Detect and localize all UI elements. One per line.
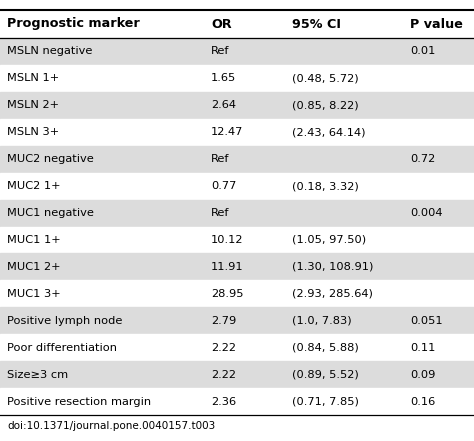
Text: 0.16: 0.16 — [410, 396, 435, 407]
Text: (1.0, 7.83): (1.0, 7.83) — [292, 316, 351, 326]
Text: 10.12: 10.12 — [211, 235, 244, 245]
Text: 12.47: 12.47 — [211, 127, 243, 137]
Text: Ref: Ref — [211, 154, 229, 164]
Bar — [0, 415, 474, 441]
Bar — [0, 254, 474, 280]
Bar — [0, 172, 474, 200]
Text: (1.30, 108.91): (1.30, 108.91) — [292, 262, 373, 272]
Text: (0.84, 5.88): (0.84, 5.88) — [292, 343, 358, 353]
Bar — [0, 92, 474, 119]
Text: 95% CI: 95% CI — [292, 18, 340, 30]
Text: MUC1 1+: MUC1 1+ — [7, 235, 61, 245]
Text: 2.36: 2.36 — [211, 396, 236, 407]
Text: 0.11: 0.11 — [410, 343, 436, 353]
Text: MUC1 negative: MUC1 negative — [7, 208, 94, 218]
Bar — [0, 65, 474, 92]
Text: 0.051: 0.051 — [410, 316, 443, 326]
Text: Ref: Ref — [211, 46, 229, 56]
Text: MSLN 2+: MSLN 2+ — [7, 100, 59, 110]
Text: 1.65: 1.65 — [211, 73, 236, 83]
Text: (1.05, 97.50): (1.05, 97.50) — [292, 235, 365, 245]
Text: (0.71, 7.85): (0.71, 7.85) — [292, 396, 358, 407]
Bar — [0, 38, 474, 65]
Text: 0.09: 0.09 — [410, 370, 436, 380]
Text: Positive lymph node: Positive lymph node — [7, 316, 122, 326]
Text: 11.91: 11.91 — [211, 262, 244, 272]
Text: (0.89, 5.52): (0.89, 5.52) — [292, 370, 358, 380]
Text: doi:10.1371/journal.pone.0040157.t003: doi:10.1371/journal.pone.0040157.t003 — [7, 421, 215, 431]
Text: (2.43, 64.14): (2.43, 64.14) — [292, 127, 365, 137]
Text: OR: OR — [211, 18, 232, 30]
Text: 0.72: 0.72 — [410, 154, 435, 164]
Text: MUC2 negative: MUC2 negative — [7, 154, 94, 164]
Text: 2.22: 2.22 — [211, 370, 236, 380]
Text: MSLN 1+: MSLN 1+ — [7, 73, 59, 83]
Bar — [0, 227, 474, 254]
Bar — [0, 280, 474, 307]
Text: 0.77: 0.77 — [211, 181, 237, 191]
Text: 2.64: 2.64 — [211, 100, 236, 110]
Text: 28.95: 28.95 — [211, 289, 244, 299]
Text: (2.93, 285.64): (2.93, 285.64) — [292, 289, 373, 299]
Text: 0.004: 0.004 — [410, 208, 443, 218]
Text: Poor differentiation: Poor differentiation — [7, 343, 117, 353]
Text: (0.85, 8.22): (0.85, 8.22) — [292, 100, 358, 110]
Text: (0.48, 5.72): (0.48, 5.72) — [292, 73, 358, 83]
Text: (0.18, 3.32): (0.18, 3.32) — [292, 181, 358, 191]
Bar — [0, 388, 474, 415]
Bar — [0, 200, 474, 227]
Text: MUC1 2+: MUC1 2+ — [7, 262, 61, 272]
Text: MSLN negative: MSLN negative — [7, 46, 92, 56]
Text: 2.79: 2.79 — [211, 316, 236, 326]
Text: MSLN 3+: MSLN 3+ — [7, 127, 59, 137]
Text: Positive resection margin: Positive resection margin — [7, 396, 151, 407]
Bar — [0, 119, 474, 146]
Text: Prognostic marker: Prognostic marker — [7, 18, 140, 30]
Text: 0.01: 0.01 — [410, 46, 436, 56]
Bar — [0, 10, 474, 38]
Bar — [0, 146, 474, 172]
Text: P value: P value — [410, 18, 463, 30]
Bar — [0, 307, 474, 334]
Bar — [0, 361, 474, 388]
Text: MUC1 3+: MUC1 3+ — [7, 289, 61, 299]
Text: Ref: Ref — [211, 208, 229, 218]
Bar — [0, 334, 474, 361]
Text: 2.22: 2.22 — [211, 343, 236, 353]
Text: MUC2 1+: MUC2 1+ — [7, 181, 61, 191]
Text: Size≥3 cm: Size≥3 cm — [7, 370, 68, 380]
